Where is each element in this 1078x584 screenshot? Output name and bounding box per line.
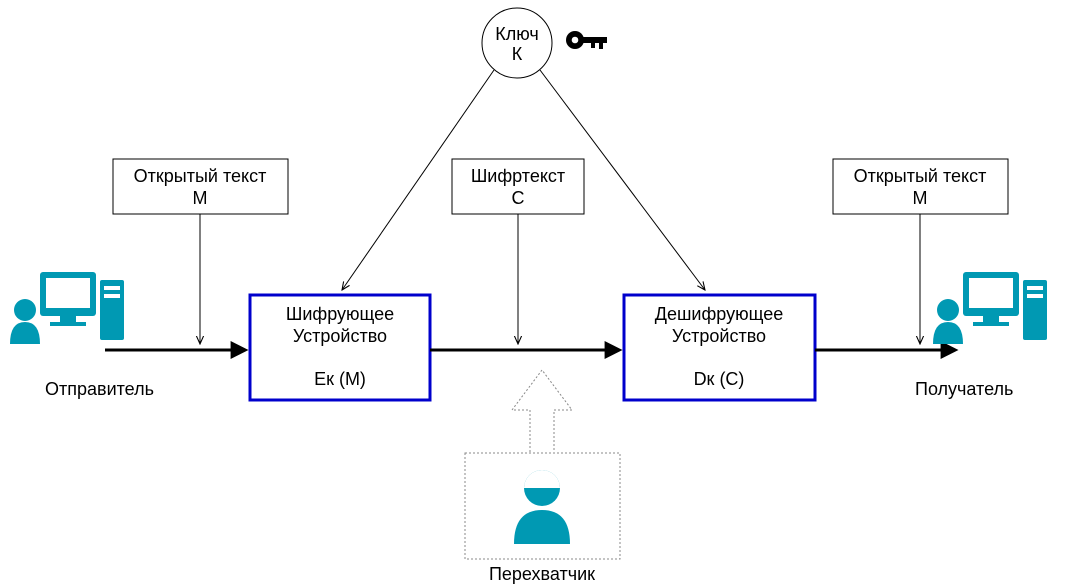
ciphertext-l2: С bbox=[512, 188, 525, 208]
sender-icon bbox=[10, 272, 124, 344]
interceptor-label: Перехватчик bbox=[489, 564, 595, 584]
decryptor-l3: Dк (С) bbox=[694, 369, 745, 389]
encryptor-l3: Ек (М) bbox=[314, 369, 366, 389]
interceptor-icon bbox=[514, 470, 570, 544]
decryptor-l2: Устройство bbox=[672, 326, 766, 346]
plaintext-left-l2: М bbox=[193, 188, 208, 208]
interceptor-arrow bbox=[512, 370, 572, 452]
key-icon bbox=[566, 31, 607, 49]
plaintext-right-l1: Открытый текст bbox=[854, 166, 987, 186]
receiver-label: Получатель bbox=[915, 379, 1013, 399]
encryptor-l2: Устройство bbox=[293, 326, 387, 346]
receiver-icon bbox=[933, 272, 1047, 344]
ciphertext-l1: Шифртекст bbox=[471, 166, 565, 186]
plaintext-right-l2: М bbox=[913, 188, 928, 208]
decryptor-l1: Дешифрующее bbox=[655, 304, 783, 324]
plaintext-left-l1: Открытый текст bbox=[134, 166, 267, 186]
key-label-1: Ключ bbox=[495, 24, 538, 44]
encryptor-l1: Шифрующее bbox=[286, 304, 394, 324]
sender-label: Отправитель bbox=[45, 379, 154, 399]
key-label-2: К bbox=[512, 44, 523, 64]
